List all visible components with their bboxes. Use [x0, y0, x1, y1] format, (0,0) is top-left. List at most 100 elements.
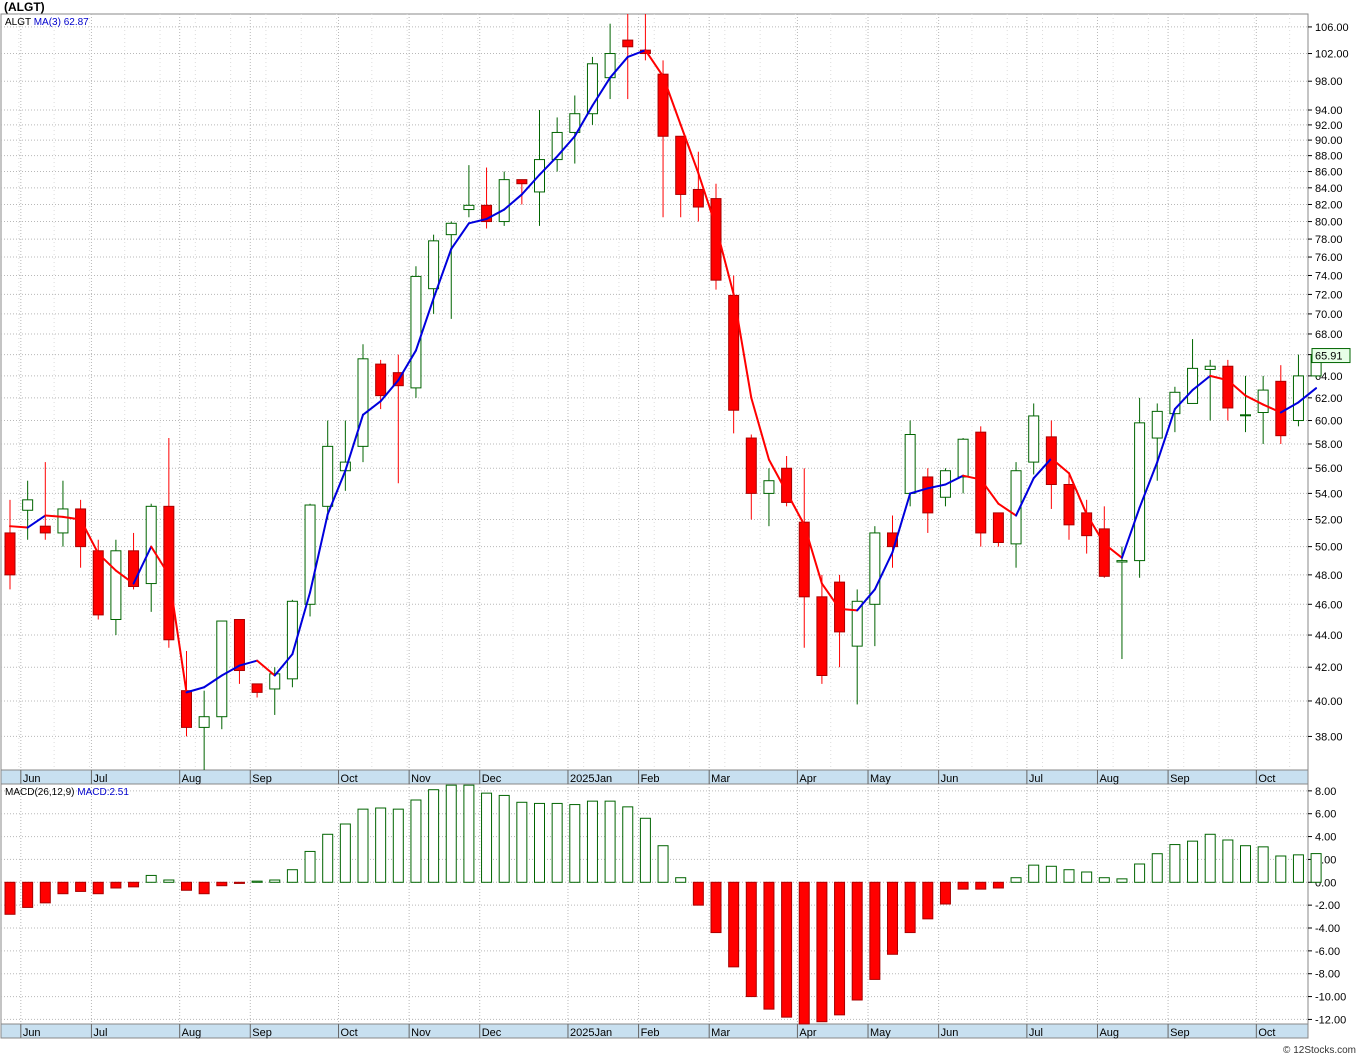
x-tick-label: Jun: [941, 773, 959, 785]
macd-bar: [763, 881, 775, 1010]
candle-body: [869, 532, 881, 605]
candle-body: [622, 39, 634, 48]
candle-body: [904, 434, 916, 494]
macd-bar: [269, 879, 281, 883]
candle-body: [569, 113, 581, 133]
macd-bar: [1257, 846, 1269, 883]
candle-body: [781, 467, 793, 503]
candle-body: [1098, 528, 1110, 577]
candle-body: [692, 188, 704, 208]
macd-bar: [1310, 853, 1322, 883]
price-tick-label: 88.00: [1315, 151, 1343, 163]
candle-body: [410, 275, 422, 389]
ma-segment: [362, 400, 382, 416]
macd-bar: [869, 881, 881, 980]
ma-segment: [1015, 477, 1035, 517]
candle-body: [957, 438, 969, 478]
x-tick-label: Sep: [1170, 773, 1190, 785]
ma-segment: [309, 513, 329, 594]
macd-bar: [1169, 844, 1181, 883]
ma-segment: [750, 396, 770, 461]
macd-bar: [339, 823, 351, 883]
macd-tick-label: 6.00: [1315, 809, 1336, 821]
ma-segment: [132, 545, 153, 585]
macd-bar: [516, 801, 528, 883]
macd-bar: [1010, 877, 1022, 883]
x-tick-label: 2025Jan: [570, 773, 612, 785]
price-tick-label: 84.00: [1315, 183, 1343, 195]
macd-bar: [604, 800, 616, 883]
macd-bar: [1204, 833, 1216, 883]
x-tick-label: Aug: [182, 1027, 202, 1039]
ma-line-group: [9, 49, 1318, 694]
x-tick-label: Oct: [1258, 1027, 1275, 1039]
price-tick-label: 48.00: [1315, 570, 1343, 582]
x-tick-label: May: [870, 773, 891, 785]
macd-tick-label: -10.00: [1315, 992, 1346, 1004]
ma-segment: [1156, 408, 1176, 464]
x-tick-label: Sep: [252, 773, 272, 785]
ma-segment: [679, 123, 700, 175]
candle-body: [1081, 512, 1093, 537]
macd-bar: [816, 881, 828, 1023]
price-tick-label: 58.00: [1315, 439, 1343, 451]
ma-segment: [185, 686, 206, 694]
x-tick-label: Feb: [641, 1027, 660, 1039]
candle-body: [657, 73, 669, 137]
x-tick-label: Mar: [711, 1027, 730, 1039]
ma-segment: [61, 515, 82, 521]
candle-body: [1240, 414, 1251, 417]
ma-segment: [697, 172, 717, 228]
candle-body: [428, 240, 440, 290]
macd-bar: [710, 881, 722, 934]
candle-body: [834, 581, 846, 633]
candle-body: [445, 222, 457, 236]
candle-body: [1151, 410, 1163, 439]
ma-segment: [573, 104, 594, 138]
x-tick-label: Jul: [93, 1027, 107, 1039]
candle-body: [816, 596, 828, 676]
macd-bar: [463, 784, 475, 883]
macd-bar: [375, 807, 387, 883]
price-tick-label: 82.00: [1315, 199, 1343, 211]
price-tick-label: 64.00: [1315, 371, 1343, 383]
x-tick-label: Feb: [641, 773, 660, 785]
macd-bar: [675, 877, 687, 883]
candle-body: [216, 620, 228, 718]
candle-body: [198, 716, 210, 728]
ma-segment: [944, 474, 965, 486]
chart-title: (ALGT): [4, 0, 45, 14]
candle-body: [463, 204, 475, 211]
ma-segment: [785, 491, 806, 526]
macd-bar: [57, 881, 69, 895]
macd-bar: [534, 802, 545, 883]
x-tick-label: Apr: [799, 773, 816, 785]
ma-segment: [767, 458, 788, 494]
macd-bar: [216, 881, 228, 887]
candle-body: [1010, 470, 1022, 545]
macd-bar: [745, 881, 757, 998]
macd-tick-label: 8.00: [1315, 786, 1336, 798]
x-tick-label: Dec: [482, 773, 502, 785]
ma-segment: [167, 573, 188, 694]
x-tick-label: Jun: [23, 773, 41, 785]
macd-bar: [1187, 840, 1199, 883]
ma-segment: [520, 173, 541, 196]
x-tick-label: Aug: [1099, 1027, 1119, 1039]
copyright-footer: © 12Stocks.com: [1283, 1045, 1356, 1056]
candle-body: [39, 525, 51, 534]
ma-segment: [715, 225, 735, 296]
candle-body: [586, 63, 598, 115]
ma-segment: [856, 588, 876, 612]
x-tick-label: Sep: [252, 1027, 272, 1039]
candles-group: [4, 14, 1322, 770]
candle-body: [233, 618, 245, 672]
macd-bar: [1045, 865, 1057, 883]
price-tick-label: 70.00: [1315, 309, 1343, 321]
ma-segment: [997, 502, 1018, 517]
ma-segment: [79, 518, 100, 555]
ma-segment: [203, 674, 223, 689]
macd-bar: [445, 784, 457, 883]
macd-bar: [92, 881, 104, 895]
